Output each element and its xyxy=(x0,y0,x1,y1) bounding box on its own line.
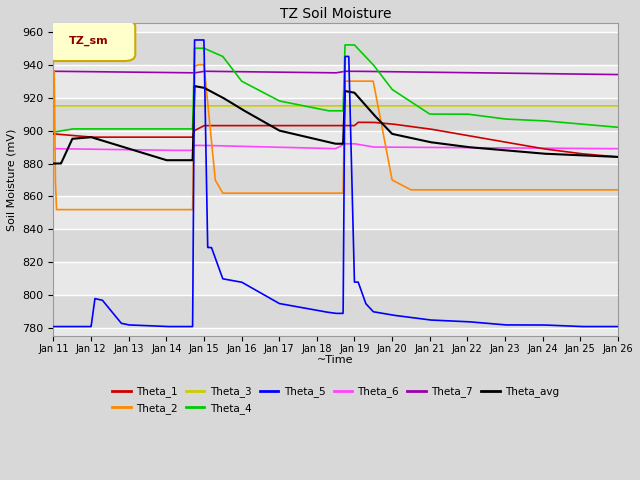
Title: TZ Soil Moisture: TZ Soil Moisture xyxy=(280,7,391,21)
Bar xyxy=(54,97,618,131)
Legend: Theta_1, Theta_2, Theta_3, Theta_4, Theta_5, Theta_6, Theta_7, Theta_avg: Theta_1, Theta_2, Theta_3, Theta_4, Thet… xyxy=(108,383,564,418)
Y-axis label: Soil Moisture (mV): Soil Moisture (mV) xyxy=(7,129,17,231)
Text: TZ_sm: TZ_sm xyxy=(69,36,109,46)
Bar xyxy=(54,229,618,263)
Bar xyxy=(54,295,618,328)
Bar xyxy=(54,32,618,65)
X-axis label: ~Time: ~Time xyxy=(317,356,354,365)
Bar xyxy=(54,164,618,196)
FancyBboxPatch shape xyxy=(45,20,135,61)
